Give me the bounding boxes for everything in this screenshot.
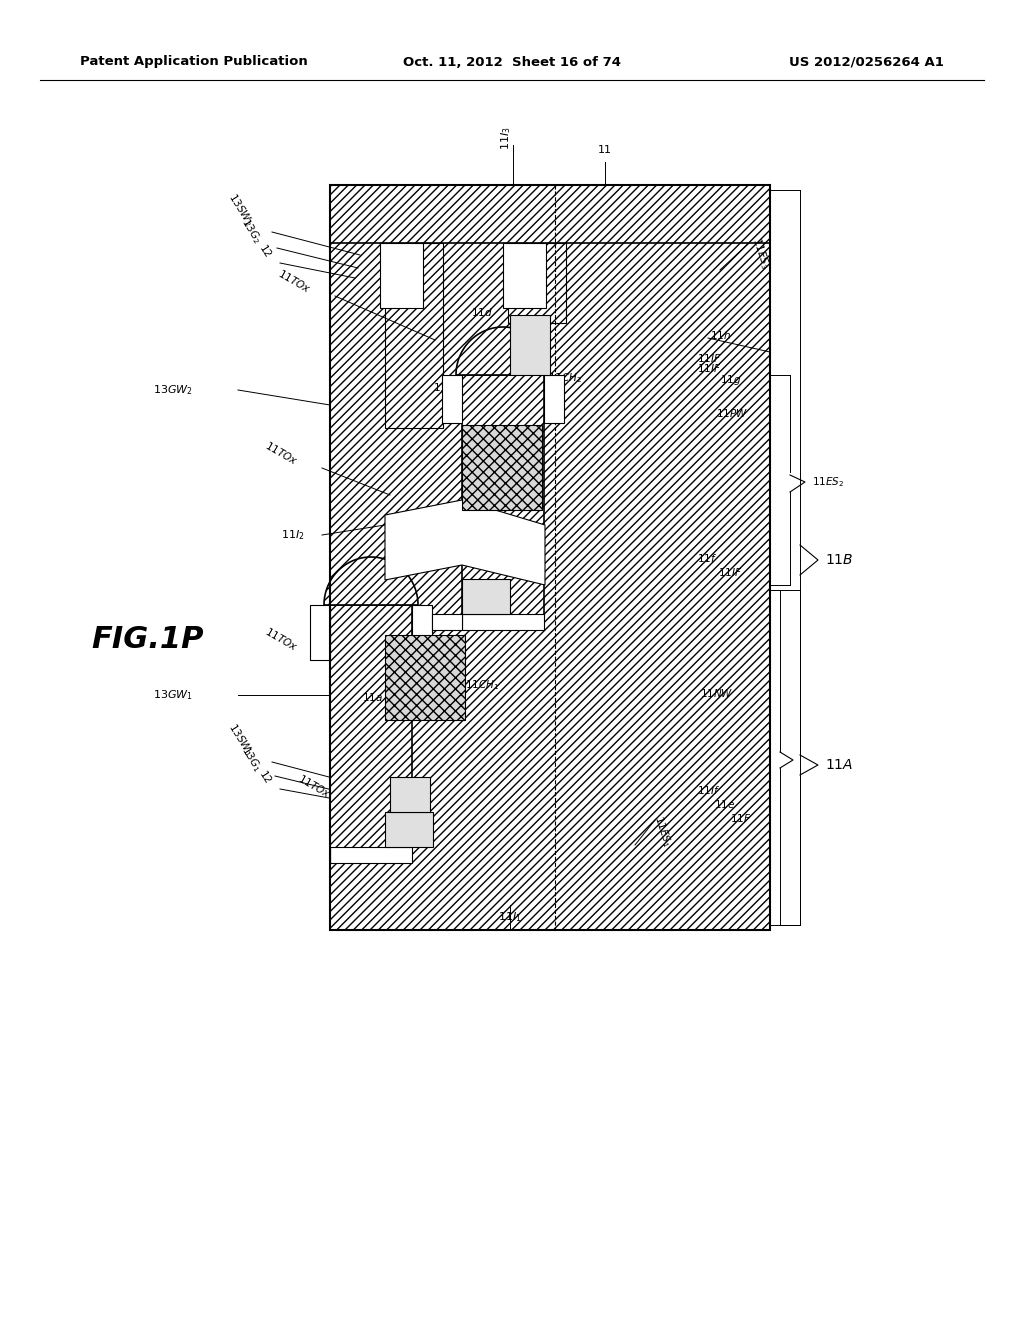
Text: $11c$: $11c$ [433, 381, 454, 393]
Text: $11F$: $11F$ [730, 812, 752, 824]
Bar [385, 812, 433, 847]
Text: 12: 12 [257, 244, 272, 260]
Text: $11ES_1$: $11ES_1$ [651, 814, 675, 849]
Text: $11g$: $11g$ [720, 374, 741, 387]
Text: $11PW$: $11PW$ [716, 407, 749, 418]
Text: $13SW_1$: $13SW_1$ [225, 721, 256, 759]
Bar [385, 635, 465, 719]
Bar [462, 425, 542, 510]
Text: 12: 12 [257, 770, 272, 787]
Bar [442, 375, 462, 422]
Text: $11ES_2$: $11ES_2$ [812, 475, 844, 488]
Text: $11TOx$: $11TOx$ [296, 772, 333, 800]
Bar [330, 185, 770, 931]
Bar [544, 375, 564, 422]
Text: Oct. 11, 2012  Sheet 16 of 74: Oct. 11, 2012 Sheet 16 of 74 [403, 55, 621, 69]
Bar [412, 605, 432, 660]
Text: $11e$: $11e$ [714, 799, 735, 810]
Text: $11f$: $11f$ [697, 552, 717, 564]
Text: $11IF$: $11IF$ [718, 566, 742, 578]
Text: FIG.1P: FIG.1P [92, 626, 204, 655]
Polygon shape [324, 557, 418, 605]
Text: $11IF$: $11IF$ [697, 362, 721, 374]
Text: $11ES_3$: $11ES_3$ [750, 236, 772, 271]
Text: $11A$: $11A$ [825, 758, 853, 772]
Text: $11d$: $11d$ [471, 306, 493, 318]
Bar [330, 185, 770, 931]
Bar [508, 243, 566, 323]
Bar [462, 614, 544, 630]
Bar [462, 375, 544, 630]
Bar [330, 847, 412, 863]
Text: $13G_2$: $13G_2$ [238, 215, 264, 246]
Text: $11TOx$: $11TOx$ [263, 438, 300, 467]
Bar [330, 605, 412, 863]
Text: $13SW_2$: $13SW_2$ [225, 191, 256, 228]
Bar [462, 579, 510, 614]
Text: $11a$: $11a$ [362, 690, 383, 704]
Polygon shape [456, 327, 550, 375]
Text: $13GW_1$: $13GW_1$ [153, 688, 193, 702]
Bar [380, 243, 423, 308]
Text: Patent Application Publication: Patent Application Publication [80, 55, 308, 69]
Text: $11I_2$: $11I_2$ [282, 528, 305, 543]
Bar [503, 243, 546, 308]
Bar [310, 605, 330, 660]
Text: $11NW$: $11NW$ [700, 686, 733, 700]
Text: 11: 11 [598, 145, 612, 154]
Text: $11h$: $11h$ [710, 329, 731, 341]
Bar [510, 315, 550, 375]
Text: $11TOx$: $11TOx$ [263, 624, 300, 653]
Text: $11B$: $11B$ [825, 553, 853, 568]
Text: US 2012/0256264 A1: US 2012/0256264 A1 [790, 55, 944, 69]
Text: $11CH_1$: $11CH_1$ [465, 678, 500, 692]
Bar [432, 614, 462, 630]
Text: $11IF$: $11IF$ [697, 352, 721, 364]
Text: $11If$: $11If$ [697, 784, 720, 796]
Text: $11b$: $11b$ [415, 663, 436, 675]
Polygon shape [385, 500, 545, 585]
Text: $13G_1$: $13G_1$ [238, 743, 264, 774]
Bar [385, 243, 443, 428]
Text: $11CH_2$: $11CH_2$ [548, 371, 582, 385]
Text: $11I_3$: $11I_3$ [500, 127, 513, 150]
Text: $11TOx$: $11TOx$ [275, 267, 313, 296]
Bar [390, 777, 430, 812]
Bar [330, 185, 770, 243]
Text: $11I_1$: $11I_1$ [498, 909, 522, 924]
Text: $13GW_2$: $13GW_2$ [153, 383, 193, 397]
